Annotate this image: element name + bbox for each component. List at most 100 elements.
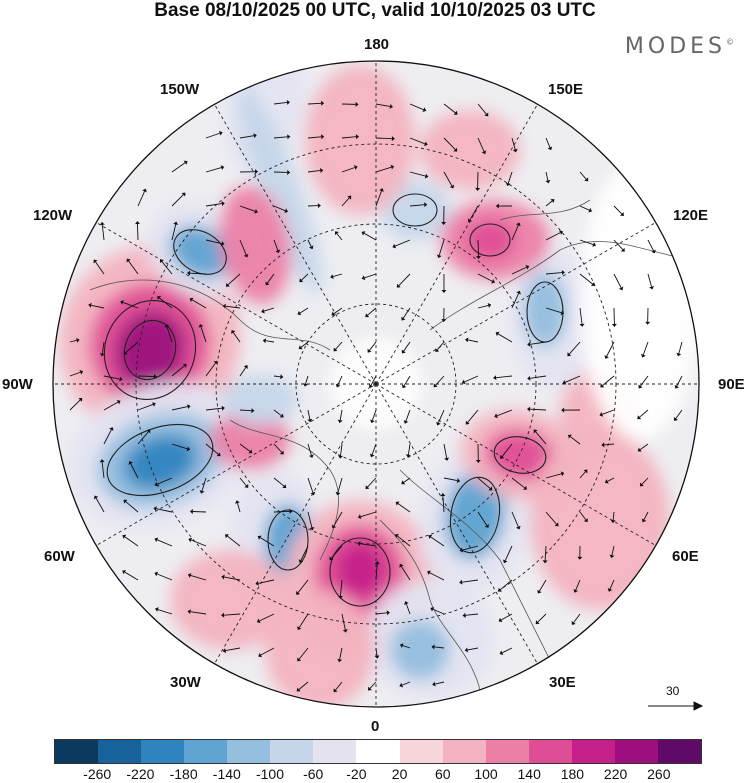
wind-vector: [171, 194, 184, 207]
wind-vector: [101, 462, 105, 479]
wind-vector-head: [218, 130, 223, 136]
wind-vector-head: [441, 289, 447, 293]
wind-vector-head: [128, 461, 133, 465]
wind-vector: [477, 239, 479, 257]
anomaly-blob: [336, 542, 384, 598]
wind-vector: [511, 293, 520, 309]
wind-vector: [507, 171, 513, 184]
wind-vector: [443, 103, 456, 114]
wind-vector-head: [146, 429, 151, 434]
wind-vector: [409, 137, 426, 145]
wind-vector-head: [433, 383, 438, 388]
wind-vector-head: [374, 561, 380, 565]
wind-vector: [101, 341, 105, 354]
wind-vector-head: [310, 491, 316, 496]
wind-vector-head: [262, 338, 267, 344]
wind-vector-head: [99, 353, 105, 357]
wind-vector: [438, 239, 445, 256]
wind-vector-head: [641, 518, 647, 523]
wind-vector: [367, 307, 377, 316]
wind-vector-head: [308, 454, 314, 458]
wind-vector: [227, 273, 241, 286]
wind-vector: [364, 273, 377, 279]
wind-vector: [442, 496, 445, 513]
wind-vector-head: [286, 99, 290, 105]
wind-vector: [579, 471, 586, 479]
colorbar-swatch: [55, 740, 99, 763]
wind-vector-head: [321, 100, 325, 106]
wind-vector-head: [493, 375, 497, 381]
wind-vector-head: [561, 270, 565, 276]
wind-vector: [438, 409, 445, 423]
wind-vector: [232, 332, 241, 343]
wind-vector: [273, 136, 288, 139]
wind-vector-head: [491, 279, 495, 284]
wind-vector: [370, 375, 377, 386]
wind-vector-head: [592, 242, 597, 247]
wind-vector: [500, 579, 513, 591]
lon-label-0: 0: [371, 718, 380, 735]
wind-vector-head: [494, 413, 498, 419]
wind-vector-head: [225, 534, 229, 539]
graticule: [53, 61, 699, 707]
wind-vector: [273, 409, 282, 416]
lon-label-60w: 60W: [44, 548, 75, 565]
coastlines: [89, 199, 691, 691]
wind-vector-head: [475, 459, 481, 463]
wind-vector: [95, 261, 105, 275]
wind-vector: [341, 197, 350, 207]
wind-vector-head: [374, 655, 380, 659]
wind-vector: [511, 225, 519, 241]
wind-vector-head: [361, 275, 366, 281]
wind-vector-head: [527, 375, 531, 381]
brand-text: MODES: [624, 34, 726, 59]
wind-vector-head: [79, 369, 84, 375]
wind-vector-head: [484, 112, 489, 117]
wind-vector: [336, 233, 343, 241]
wind-vector-head: [459, 547, 464, 553]
wind-vector-head: [244, 484, 249, 488]
wind-vector-head: [187, 270, 191, 276]
wind-vector-head: [368, 384, 374, 388]
wind-vector-head: [342, 629, 348, 633]
wind-vector: [124, 536, 139, 547]
wind-vector: [239, 239, 247, 255]
wind-vector-head: [456, 478, 461, 484]
wind-vector-head: [134, 221, 140, 225]
wind-vector: [191, 299, 207, 309]
wind-vector-head: [464, 647, 469, 653]
wind-vector: [642, 341, 649, 355]
wind-vector: [205, 203, 222, 207]
wind-vector: [443, 137, 456, 150]
wind-vector: [258, 579, 275, 584]
wind-vector: [371, 443, 377, 455]
coastline: [399, 469, 561, 681]
wind-vector: [273, 205, 286, 212]
wind-vector: [641, 477, 649, 485]
wind-vector: [339, 647, 343, 660]
wind-vector-head: [599, 412, 604, 417]
wind-vector: [157, 573, 173, 581]
wind-vector-head: [221, 612, 225, 618]
wind-vector: [239, 135, 254, 139]
wind-vector: [333, 307, 343, 314]
wind-vector-head: [152, 402, 156, 407]
wind-vector: [341, 613, 346, 630]
wind-vector-head: [502, 559, 508, 564]
wind-vector: [397, 503, 411, 513]
wind-vector: [462, 545, 479, 551]
wind-vector-head: [583, 518, 588, 523]
wind-vector: [675, 409, 683, 419]
wind-vector-head: [584, 177, 589, 182]
wind-vector-head: [386, 610, 390, 616]
wind-vector-head: [337, 658, 343, 663]
wind-vector: [397, 535, 411, 547]
wind-vector: [545, 307, 562, 314]
wind-vector: [200, 326, 207, 343]
wind-vector-head: [331, 524, 337, 529]
wind-vector: [101, 224, 105, 241]
wind-vector-head: [123, 350, 128, 355]
wind-vector: [171, 443, 188, 450]
wind-vector: [339, 579, 343, 596]
